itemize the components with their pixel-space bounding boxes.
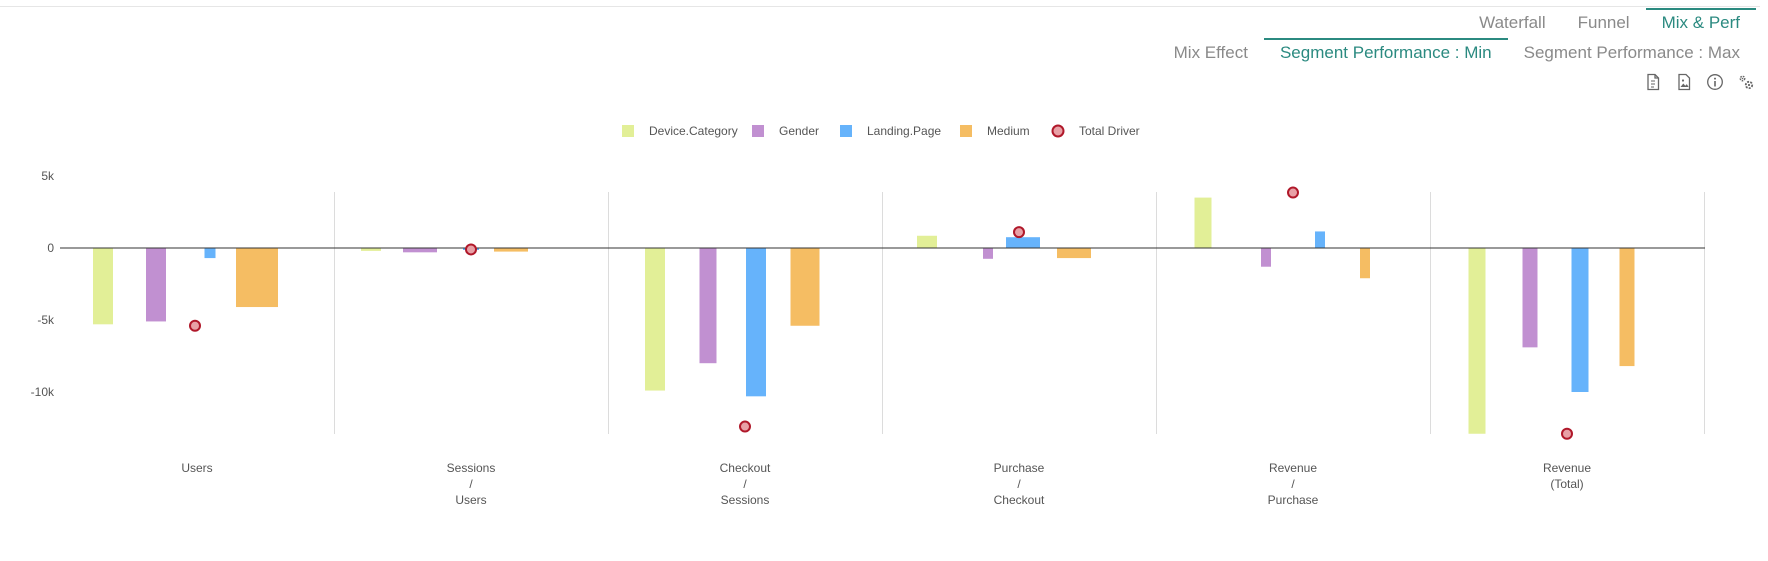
subtab-segment-performance-max[interactable]: Segment Performance : Max	[1523, 43, 1740, 62]
total-driver-point[interactable]	[189, 319, 201, 332]
bar-medium[interactable]	[1057, 248, 1091, 259]
bar-medium[interactable]	[494, 248, 528, 252]
total-driver-point[interactable]	[1013, 226, 1025, 239]
legend-label: Gender	[779, 124, 819, 138]
category-label-line: Sessions	[447, 461, 496, 475]
legend-marker	[1051, 124, 1065, 138]
bar-landing-page[interactable]	[1006, 237, 1040, 248]
legend-item-gender[interactable]: Gender	[752, 124, 819, 138]
image-export-icon[interactable]	[1674, 72, 1694, 92]
y-tick-label: 0	[47, 241, 54, 255]
category-label-line: /	[1017, 477, 1021, 491]
bar-gender[interactable]	[699, 248, 717, 364]
y-axis: 5k 0 -5k -10k	[31, 169, 55, 399]
legend-swatch	[840, 125, 852, 137]
category-label: Revenue (Total)	[1543, 461, 1591, 491]
legend-item-medium[interactable]: Medium	[960, 124, 1030, 138]
category-label-line: Purchase	[1268, 493, 1319, 507]
bar-device-category[interactable]	[1468, 248, 1486, 434]
legend-item-device-category[interactable]: Device.Category	[622, 124, 738, 138]
legend-item-landing-page[interactable]: Landing.Page	[840, 124, 941, 138]
category-label-line: Checkout	[994, 493, 1045, 507]
y-tick-label: 5k	[41, 169, 55, 183]
tab-funnel[interactable]: Funnel	[1577, 13, 1630, 32]
tab-mix-perf[interactable]: Mix & Perf	[1645, 8, 1757, 38]
category-dividers	[334, 192, 1705, 434]
legend-label: Medium	[987, 124, 1030, 138]
category-label-line: Purchase	[994, 461, 1045, 475]
category-label-line: Checkout	[720, 461, 771, 475]
bar-medium[interactable]	[236, 248, 278, 308]
category-label: Users	[181, 461, 212, 475]
x-axis-labels: Users Sessions / Users Checkout / Sessions Purc…	[181, 461, 1591, 507]
bar-device-category[interactable]	[917, 235, 937, 248]
y-tick-label: -10k	[31, 385, 55, 399]
info-icon[interactable]	[1705, 72, 1725, 92]
category-label-line: Sessions	[721, 493, 770, 507]
category-label-line: Revenue	[1543, 461, 1591, 475]
legend-swatch	[622, 125, 634, 137]
category-label-line: /	[743, 477, 747, 491]
bar-device-category[interactable]	[361, 248, 381, 251]
bar-gender[interactable]	[1261, 248, 1271, 267]
view-tabs: Waterfall Funnel Mix & Perf	[1463, 8, 1757, 38]
chart-legend: Device.Category Gender Landing.Page Medium T…	[622, 124, 1140, 138]
settings-gears-icon[interactable]	[1736, 72, 1756, 92]
analysis-subtabs: Mix Effect Segment Performance : Min Seg…	[1158, 38, 1756, 68]
bar-landing-page[interactable]	[746, 248, 766, 397]
total-driver-point[interactable]	[1561, 427, 1573, 440]
bar-medium[interactable]	[1619, 248, 1635, 367]
y-tick-label: -5k	[37, 313, 55, 327]
legend-label: Device.Category	[649, 124, 738, 138]
bar-landing-page[interactable]	[1571, 248, 1589, 392]
category-label-line: Users	[181, 461, 212, 475]
category-label-line: (Total)	[1550, 477, 1583, 491]
total-driver-points	[189, 186, 1573, 440]
subtab-segment-performance-min[interactable]: Segment Performance : Min	[1263, 38, 1508, 68]
top-divider	[0, 6, 1760, 7]
bar-device-category[interactable]	[93, 248, 113, 325]
bar-landing-page[interactable]	[204, 248, 216, 259]
bar-gender[interactable]	[403, 248, 437, 253]
category-label: Checkout / Sessions	[720, 461, 771, 507]
subtab-mix-effect[interactable]: Mix Effect	[1173, 43, 1248, 62]
tab-waterfall[interactable]: Waterfall	[1479, 13, 1546, 32]
legend-swatch	[960, 125, 972, 137]
document-icon[interactable]	[1643, 72, 1663, 92]
total-driver-point[interactable]	[465, 243, 477, 256]
category-label: Purchase / Checkout	[994, 461, 1045, 507]
legend-label: Landing.Page	[867, 124, 941, 138]
total-driver-point[interactable]	[739, 420, 751, 433]
bar-gender[interactable]	[983, 248, 993, 259]
bar-medium[interactable]	[1360, 248, 1370, 279]
total-driver-point[interactable]	[1287, 186, 1299, 199]
bar-medium[interactable]	[790, 248, 820, 326]
category-label: Revenue / Purchase	[1268, 461, 1319, 507]
category-label: Sessions / Users	[447, 461, 496, 507]
category-label-line: Revenue	[1269, 461, 1317, 475]
bar-landing-page[interactable]	[1315, 231, 1325, 248]
legend-swatch	[752, 125, 764, 137]
bars	[93, 197, 1635, 434]
legend-label: Total Driver	[1079, 124, 1140, 138]
bar-gender[interactable]	[146, 248, 166, 322]
legend-item-total-driver[interactable]: Total Driver	[1051, 124, 1140, 138]
category-label-line: /	[469, 477, 473, 491]
category-label-line: Users	[455, 493, 486, 507]
bar-gender[interactable]	[1522, 248, 1538, 348]
chart-toolbar	[1643, 72, 1756, 92]
bar-device-category[interactable]	[1194, 197, 1212, 248]
bar-device-category[interactable]	[645, 248, 665, 391]
category-label-line: /	[1291, 477, 1295, 491]
